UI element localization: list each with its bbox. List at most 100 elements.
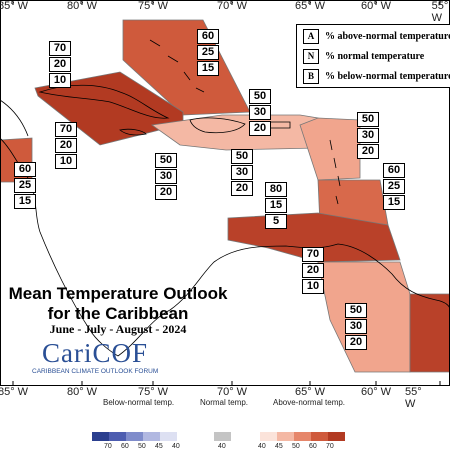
map-title-line2: for the Caribbean xyxy=(47,304,189,323)
scale-label-normal: Normal temp. xyxy=(200,398,249,407)
coast-jamaica xyxy=(119,128,147,136)
prob-below: 10 xyxy=(302,279,324,294)
prob-below: 20 xyxy=(345,335,367,350)
lon-label-top: 65° W xyxy=(294,0,326,12)
prob-box-cuba: 70 20 10 xyxy=(49,41,71,89)
prob-box-belize: 60 25 15 xyxy=(14,162,36,210)
swatch-above-50 xyxy=(294,432,311,441)
swatch-below-70 xyxy=(92,432,109,441)
scale-tick: 50 xyxy=(292,443,300,450)
legend-key-below: B xyxy=(303,69,319,84)
swatch-above-70 xyxy=(328,432,345,441)
legend-label-normal: % normal temperature xyxy=(325,51,425,62)
map-title: Mean Temperature Outlook for the Caribbe… xyxy=(6,284,230,324)
prob-below: 5 xyxy=(265,214,287,229)
scale-tick: 50 xyxy=(138,443,146,450)
prob-box-jamaica: 70 20 10 xyxy=(55,122,77,170)
scale-label-below: Below-normal temp. xyxy=(103,398,175,407)
prob-normal: 25 xyxy=(14,178,36,193)
lon-label-bottom: 65° W xyxy=(294,386,326,398)
prob-box-leeward: 50 30 20 xyxy=(357,112,379,160)
lon-label-bottom: 75° W xyxy=(137,386,169,398)
prob-above: 70 xyxy=(55,122,77,137)
map-title-line1: Mean Temperature Outlook xyxy=(8,284,228,303)
prob-below: 15 xyxy=(383,195,405,210)
prob-below: 15 xyxy=(197,61,219,76)
prob-normal: 30 xyxy=(155,169,177,184)
lon-label-bottom: 80° W xyxy=(66,386,98,398)
legend-label-below: % below-normal temperature xyxy=(325,71,450,82)
lon-label-top: 85° W xyxy=(0,0,29,12)
swatch-below-40 xyxy=(160,432,177,441)
prob-above: 60 xyxy=(197,29,219,44)
prob-box-windward: 60 25 15 xyxy=(383,163,405,211)
prob-above: 50 xyxy=(345,303,367,318)
prob-box-bahamas: 60 25 15 xyxy=(197,29,219,77)
prob-above: 50 xyxy=(249,89,271,104)
scale-tick: 60 xyxy=(121,443,129,450)
scale-label-above: Above-normal temp. xyxy=(273,398,346,407)
prob-box-central-east: 80 15 5 xyxy=(265,182,287,230)
prob-below: 20 xyxy=(357,144,379,159)
swatch-below-60 xyxy=(109,432,126,441)
swatch-above-45 xyxy=(277,432,294,441)
lon-label-top: 70° W xyxy=(216,0,248,12)
logo-tagline: CARIBBEAN CLIMATE OUTLOOK FORUM xyxy=(32,368,159,375)
prob-normal: 20 xyxy=(302,263,324,278)
lon-label-bottom: 85° W xyxy=(0,386,29,398)
prob-above: 70 xyxy=(302,247,324,262)
color-scale: Below-normal temp. Normal temp. Above-no… xyxy=(0,395,450,450)
prob-box-central-west: 50 30 20 xyxy=(155,153,177,201)
prob-box-central: 50 30 20 xyxy=(231,149,253,197)
scale-tick: 40 xyxy=(172,443,180,450)
prob-above: 70 xyxy=(49,41,71,56)
coast-bahamas xyxy=(149,39,205,93)
prob-box-venezuela: 70 20 10 xyxy=(302,247,324,295)
prob-normal: 30 xyxy=(345,319,367,334)
prob-above: 60 xyxy=(14,162,36,177)
swatch-above-40 xyxy=(260,432,277,441)
swatch-normal-40 xyxy=(214,432,231,441)
caricof-logo: CariCOF CARIBBEAN CLIMATE OUTLOOK FORUM xyxy=(28,338,208,376)
lon-label-top: 55° W xyxy=(431,0,449,24)
lon-label-bottom: 60° W xyxy=(360,386,392,398)
prob-normal: 30 xyxy=(249,105,271,120)
legend-label-above: % above-normal temperature xyxy=(325,31,450,42)
scale-tick: 40 xyxy=(218,443,226,450)
coast-yucatan xyxy=(0,99,29,137)
prob-below: 20 xyxy=(155,185,177,200)
prob-normal: 25 xyxy=(383,179,405,194)
scale-tick: 40 xyxy=(258,443,266,450)
prob-normal: 30 xyxy=(231,165,253,180)
lon-label-top: 75° W xyxy=(137,0,169,12)
prob-above: 50 xyxy=(357,112,379,127)
legend-key-above: A xyxy=(303,29,319,44)
lon-label-bottom: 55° W xyxy=(405,386,422,410)
prob-above: 60 xyxy=(383,163,405,178)
coast-lesser-antilles xyxy=(329,139,341,205)
swatch-above-60 xyxy=(311,432,328,441)
zone-suriname xyxy=(409,293,450,373)
lon-label-top: 80° W xyxy=(66,0,98,12)
scale-tick: 60 xyxy=(309,443,317,450)
prob-below: 15 xyxy=(14,194,36,209)
prob-box-hispaniola: 50 30 20 xyxy=(249,89,271,137)
prob-below: 20 xyxy=(249,121,271,136)
lon-label-top: 60° W xyxy=(360,0,392,12)
prob-normal: 15 xyxy=(265,198,287,213)
prob-below: 10 xyxy=(55,154,77,169)
zone-bahamas xyxy=(122,19,251,116)
prob-below: 20 xyxy=(231,181,253,196)
prob-above: 50 xyxy=(155,153,177,168)
coast-cuba xyxy=(38,84,170,119)
legend-row-above: A % above-normal temperature xyxy=(303,29,450,44)
prob-above: 50 xyxy=(231,149,253,164)
prob-box-guyana: 50 30 20 xyxy=(345,303,367,351)
legend-key-normal: N xyxy=(303,49,319,64)
coast-hispaniola xyxy=(189,117,246,134)
legend-box: A % above-normal temperature N % normal te… xyxy=(296,24,450,88)
lon-label-bottom: 70° W xyxy=(216,386,248,398)
prob-normal: 30 xyxy=(357,128,379,143)
prob-normal: 20 xyxy=(49,57,71,72)
prob-normal: 25 xyxy=(197,45,219,60)
